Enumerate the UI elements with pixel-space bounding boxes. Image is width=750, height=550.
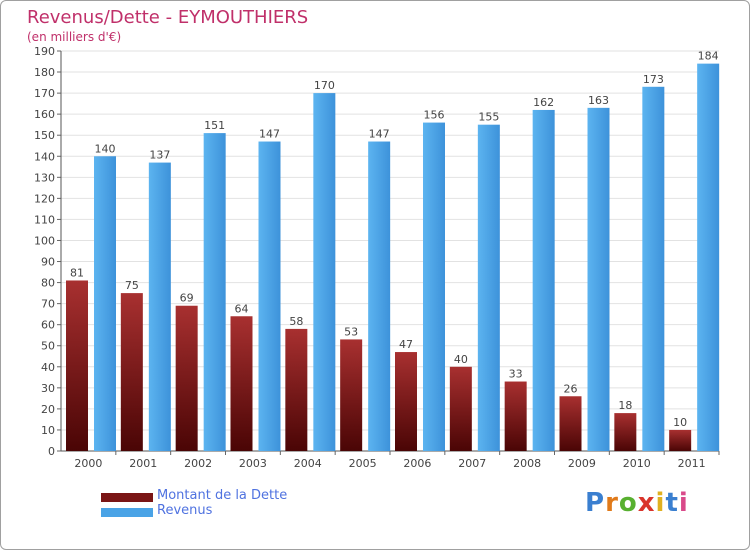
revenue-bar [587, 107, 610, 451]
debt-bar [230, 316, 253, 451]
chart-title: Revenus/Dette - EYMOUTHIERS [27, 7, 309, 28]
revenue-bar [94, 156, 116, 451]
debt-bar-label: 58 [289, 315, 303, 328]
revenue-bar-label: 137 [149, 149, 170, 162]
revenue-bar-label: 156 [424, 109, 445, 122]
revenue-bar [697, 63, 720, 451]
y-tick-label: 190 [34, 45, 55, 58]
y-tick-label: 30 [41, 382, 55, 395]
debt-bar [614, 413, 637, 451]
revenue-bar-label: 151 [204, 119, 225, 132]
y-tick-label: 50 [41, 340, 55, 353]
logo-letter: x [637, 488, 656, 518]
x-tick-label: 2008 [513, 457, 541, 470]
x-tick-label: 2005 [349, 457, 377, 470]
x-tick-label: 2004 [294, 457, 322, 470]
x-tick-label: 2000 [74, 457, 102, 470]
revenue-bar-label: 163 [588, 94, 609, 107]
chart-subtitle: (en milliers d'€) [27, 30, 122, 44]
revenue-bar [203, 133, 226, 451]
debt-bar-label: 47 [399, 338, 413, 351]
debt-bar [669, 429, 692, 451]
y-tick-label: 110 [34, 213, 55, 226]
debt-bar-label: 33 [509, 368, 523, 381]
revenue-bar-label: 155 [478, 111, 499, 124]
x-tick-label: 2002 [184, 457, 212, 470]
revenue-bar-label: 173 [643, 73, 664, 86]
y-tick-label: 180 [34, 66, 55, 79]
logo-letter: t [665, 488, 679, 518]
debt-bar-label: 26 [564, 382, 578, 395]
x-tick-label: 2011 [678, 457, 706, 470]
x-tick-label: 2006 [403, 457, 431, 470]
x-tick-label: 2009 [568, 457, 596, 470]
logo-letter: i [678, 488, 689, 518]
revenue-bar-label: 147 [369, 128, 390, 141]
y-tick-label: 120 [34, 192, 55, 205]
y-tick-label: 90 [41, 256, 55, 269]
logo-letter: o [618, 488, 638, 518]
x-tick-label: 2001 [129, 457, 157, 470]
debt-bar [66, 280, 88, 451]
debt-bar [340, 339, 363, 451]
legend-swatch-revenue [101, 508, 153, 517]
y-tick-label: 160 [34, 108, 55, 121]
legend-label-debt: Montant de la Dette [157, 488, 288, 503]
y-tick-label: 80 [41, 277, 55, 290]
debt-bar [559, 396, 582, 451]
logo-letter: i [655, 488, 666, 518]
revenue-bar-label: 184 [698, 50, 719, 63]
debt-bar-label: 10 [673, 416, 687, 429]
x-tick-label: 2007 [458, 457, 486, 470]
debt-bar-label: 69 [180, 292, 194, 305]
revenue-bar [532, 109, 555, 452]
debt-bar [449, 366, 472, 451]
debt-bar [175, 305, 198, 451]
debt-bar [120, 293, 143, 451]
y-tick-label: 40 [41, 361, 55, 374]
revenue-bar [258, 141, 281, 452]
y-tick-label: 170 [34, 87, 55, 100]
logo-letter: P [585, 488, 606, 518]
debt-bar-label: 75 [125, 279, 139, 292]
x-tick-label: 2003 [239, 457, 267, 470]
revenue-bar [477, 124, 500, 452]
revenue-bar [148, 162, 171, 451]
revenue-bar-label: 170 [314, 79, 335, 92]
logo-letter: r [605, 488, 619, 518]
revenue-bar [423, 122, 445, 451]
debt-bar [395, 352, 417, 451]
debt-bar-label: 53 [344, 325, 358, 338]
revenue-bar-label: 162 [533, 96, 554, 109]
y-tick-label: 140 [34, 150, 55, 163]
debt-bar-label: 18 [618, 399, 632, 412]
y-tick-label: 100 [34, 234, 55, 247]
y-tick-label: 10 [41, 424, 55, 437]
y-tick-label: 150 [34, 129, 55, 142]
debt-bar-label: 64 [235, 302, 249, 315]
y-tick-label: 20 [41, 403, 55, 416]
y-tick-label: 0 [48, 445, 55, 458]
revenue-bar-label: 147 [259, 128, 280, 141]
debt-bar [285, 328, 308, 451]
proxiti-logo: Proxiti [585, 488, 689, 518]
y-tick-label: 70 [41, 298, 55, 311]
legend-swatch-debt [101, 493, 153, 502]
debt-bar-label: 40 [454, 353, 468, 366]
revenue-bar [368, 141, 391, 452]
revenue-bar [642, 86, 665, 451]
y-tick-label: 130 [34, 171, 55, 184]
legend-label-revenue: Revenus [157, 503, 213, 518]
revenue-bar [313, 93, 336, 452]
revenue-bar-label: 140 [95, 142, 116, 155]
debt-bar-label: 81 [70, 266, 84, 279]
debt-bar [504, 381, 527, 451]
y-tick-label: 60 [41, 319, 55, 332]
x-tick-label: 2010 [623, 457, 651, 470]
